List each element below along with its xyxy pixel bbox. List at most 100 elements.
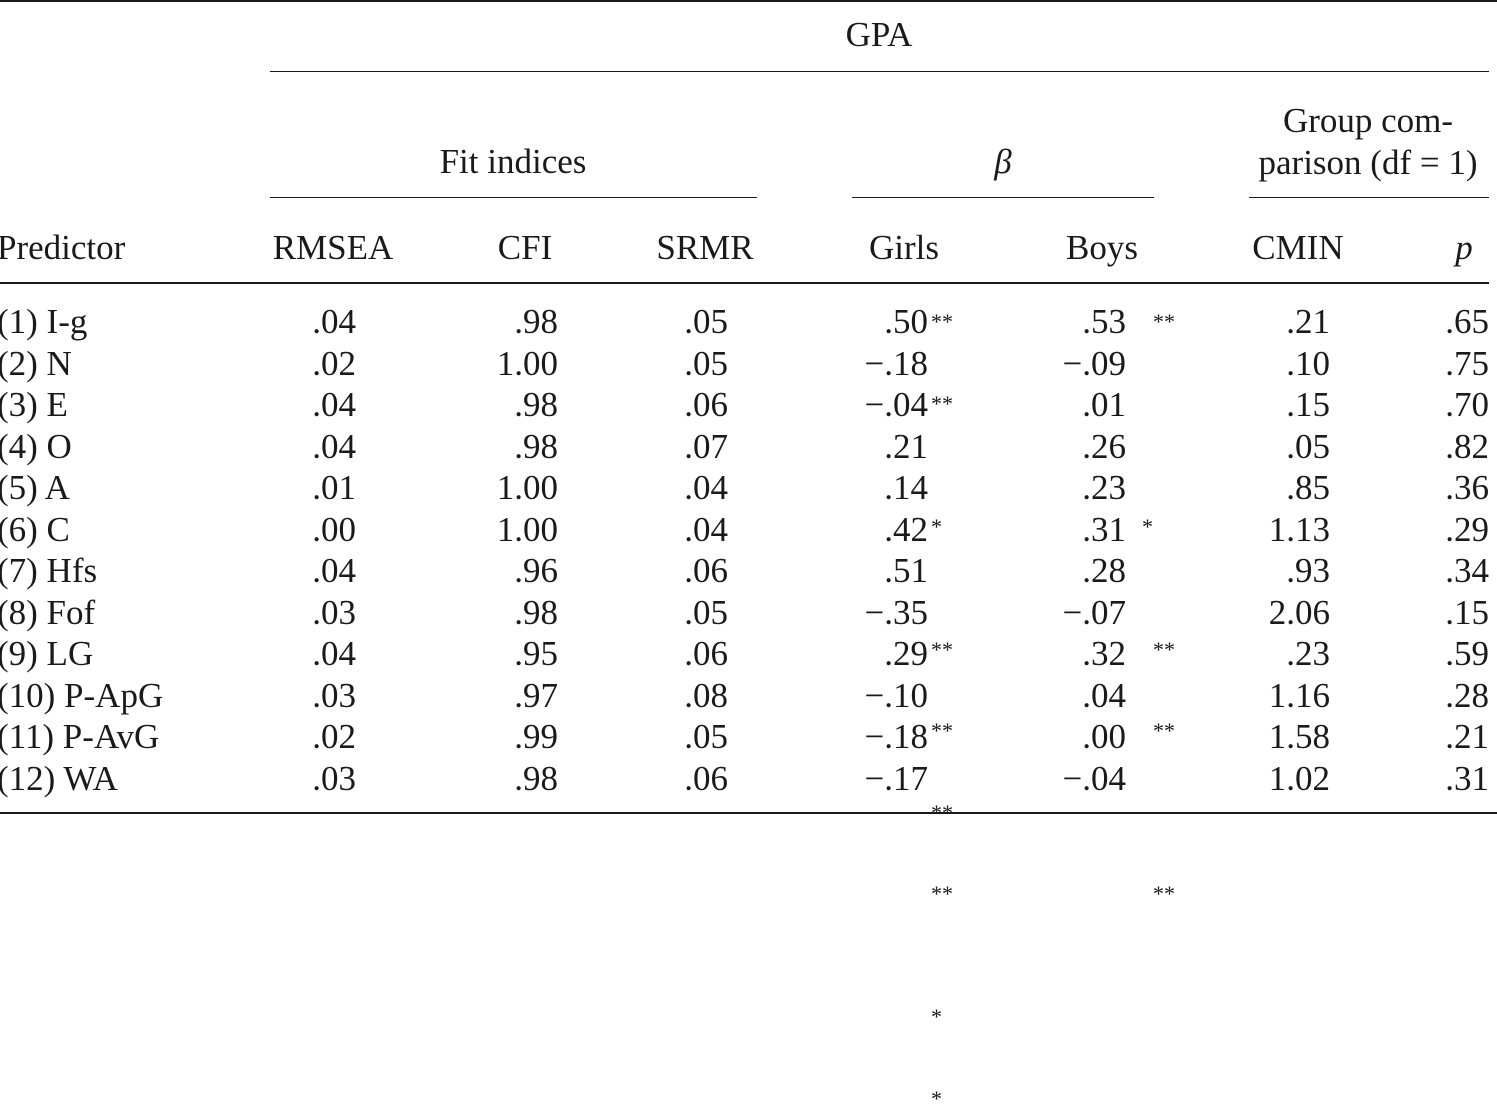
boys-cell: .31 (1082, 510, 1126, 549)
rmsea-cell: .01 (312, 468, 356, 507)
col-header-cfi: CFI (497, 228, 553, 267)
cmin-cell: 1.02 (1268, 759, 1330, 798)
p-cell: .59 (1445, 634, 1489, 673)
rmsea-cell: .03 (312, 759, 356, 798)
rmsea-cell: .04 (312, 634, 356, 673)
cmin-cell: .05 (1286, 427, 1330, 466)
col-header-predictor: Predictor (0, 228, 126, 267)
table-row: (1) I-g .04.98.05.21.65.50 ** .53 ** (0, 0, 1497, 341)
boys-cell: .32 (1082, 634, 1126, 673)
significance-marker: ** (931, 800, 953, 825)
p-cell: .70 (1445, 385, 1489, 424)
significance-marker: ** (931, 637, 953, 662)
girls-cell: −.18 (864, 717, 929, 756)
cmin-cell: .21 (1286, 302, 1330, 341)
p-cell: .15 (1445, 593, 1489, 632)
rmsea-cell: .04 (312, 302, 356, 341)
significance-marker: ** (931, 881, 953, 906)
rmsea-cell: .04 (312, 551, 356, 590)
table-row: (11) P-AvG .02 .99 .05 1.58 .21 −.18 * .00 (0, 280, 1497, 1029)
significance-marker: ** (1153, 881, 1175, 906)
cfi-cell: 1.00 (496, 344, 558, 383)
significance-marker: ** (1153, 637, 1175, 662)
comparison-rule (1249, 197, 1489, 198)
srmr-cell: .06 (684, 634, 728, 673)
cfi-cell: 1.00 (496, 510, 558, 549)
cfi-cell: .98 (514, 759, 558, 798)
significance-marker: * (931, 1086, 942, 1111)
srmr-cell: .04 (684, 468, 728, 507)
srmr-cell: .07 (684, 427, 728, 466)
gpa-header: GPA (845, 15, 913, 54)
col-header-p: p (1455, 228, 1473, 267)
cfi-cell: .97 (514, 676, 558, 715)
beta-header: β (994, 142, 1012, 181)
boys-cell: −.09 (1062, 344, 1127, 383)
p-cell: .28 (1445, 676, 1489, 715)
comparison-header-line2: parison (df = 1) (1258, 143, 1478, 182)
srmr-cell: .05 (684, 593, 728, 632)
p-cell: .34 (1445, 551, 1489, 590)
girls-cell: .50 (884, 302, 928, 341)
p-cell: .75 (1445, 344, 1489, 383)
significance-marker: ** (1153, 309, 1175, 334)
boys-cell: −.07 (1062, 593, 1127, 632)
table-row: (2) N .02 1.00.05.10.75 −.18 ** −.09 (0, 40, 1497, 416)
srmr-cell: .04 (684, 510, 728, 549)
header-bottom-rule (0, 282, 1489, 284)
table-row: (6) C .00 1.00.04 1.13.29.42 ** .31 ** (0, 120, 1497, 662)
bottom-rule (0, 812, 1497, 814)
rmsea-cell: .02 (312, 344, 356, 383)
predictor-cell: (12) WA (0, 759, 118, 798)
significance-marker: * (931, 514, 942, 539)
cmin-cell: .23 (1286, 634, 1330, 673)
significance-marker: * (1142, 514, 1153, 539)
predictor-cell: (3) E (0, 385, 68, 424)
girls-cell: .51 (884, 551, 928, 590)
rmsea-cell: .04 (312, 427, 356, 466)
srmr-cell: .05 (684, 302, 728, 341)
cfi-cell: .98 (514, 385, 558, 424)
srmr-cell: .05 (684, 344, 728, 383)
beta-rule (852, 197, 1154, 198)
significance-marker: ** (931, 309, 953, 334)
p-cell: .21 (1445, 717, 1489, 756)
p-cell: .82 (1445, 427, 1489, 466)
girls-cell: −.18 (864, 344, 929, 383)
rmsea-cell: .02 (312, 717, 356, 756)
predictor-cell: (5) A (0, 468, 70, 507)
table-row: (8) Fof .03.98.05 2.06.15 −.35 ** −.07 (0, 200, 1497, 825)
col-header-rmsea: RMSEA (272, 228, 394, 267)
predictor-cell: (1) I-g (0, 302, 88, 341)
girls-cell: −.17 (864, 759, 929, 798)
gpa-rule (270, 71, 1489, 72)
significance-marker: ** (1153, 718, 1175, 743)
srmr-cell: .08 (684, 676, 728, 715)
girls-cell: .42 (884, 510, 928, 549)
srmr-cell: .06 (684, 385, 728, 424)
cfi-cell: .95 (514, 634, 558, 673)
col-header-girls: Girls (869, 228, 939, 267)
girls-cell: −.04 (864, 385, 929, 424)
p-cell: .36 (1445, 468, 1489, 507)
predictor-cell: (4) O (0, 427, 72, 466)
predictor-cell: (8) Fof (0, 593, 96, 632)
boys-cell: .00 (1082, 717, 1126, 756)
girls-cell: −.10 (864, 676, 929, 715)
boys-cell: −.04 (1062, 759, 1127, 798)
rmsea-cell: .04 (312, 385, 356, 424)
col-header-cmin: CMIN (1252, 228, 1344, 267)
cmin-cell: .85 (1286, 468, 1330, 507)
predictor-cell: (9) LG (0, 634, 94, 673)
boys-cell: .53 (1082, 302, 1126, 341)
predictor-cell: (10) P-ApG (0, 676, 164, 715)
fit-indices-rule (270, 197, 757, 198)
cmin-cell: 1.58 (1268, 717, 1330, 756)
boys-cell: .04 (1082, 676, 1126, 715)
table-row: (7) Hfs .04.96.06.93.34.51 ** .28 ** (0, 160, 1497, 743)
cfi-cell: .98 (514, 302, 558, 341)
comparison-header-line1: Group com- (1282, 101, 1454, 140)
fit-indices-header: Fit indices (439, 142, 587, 181)
